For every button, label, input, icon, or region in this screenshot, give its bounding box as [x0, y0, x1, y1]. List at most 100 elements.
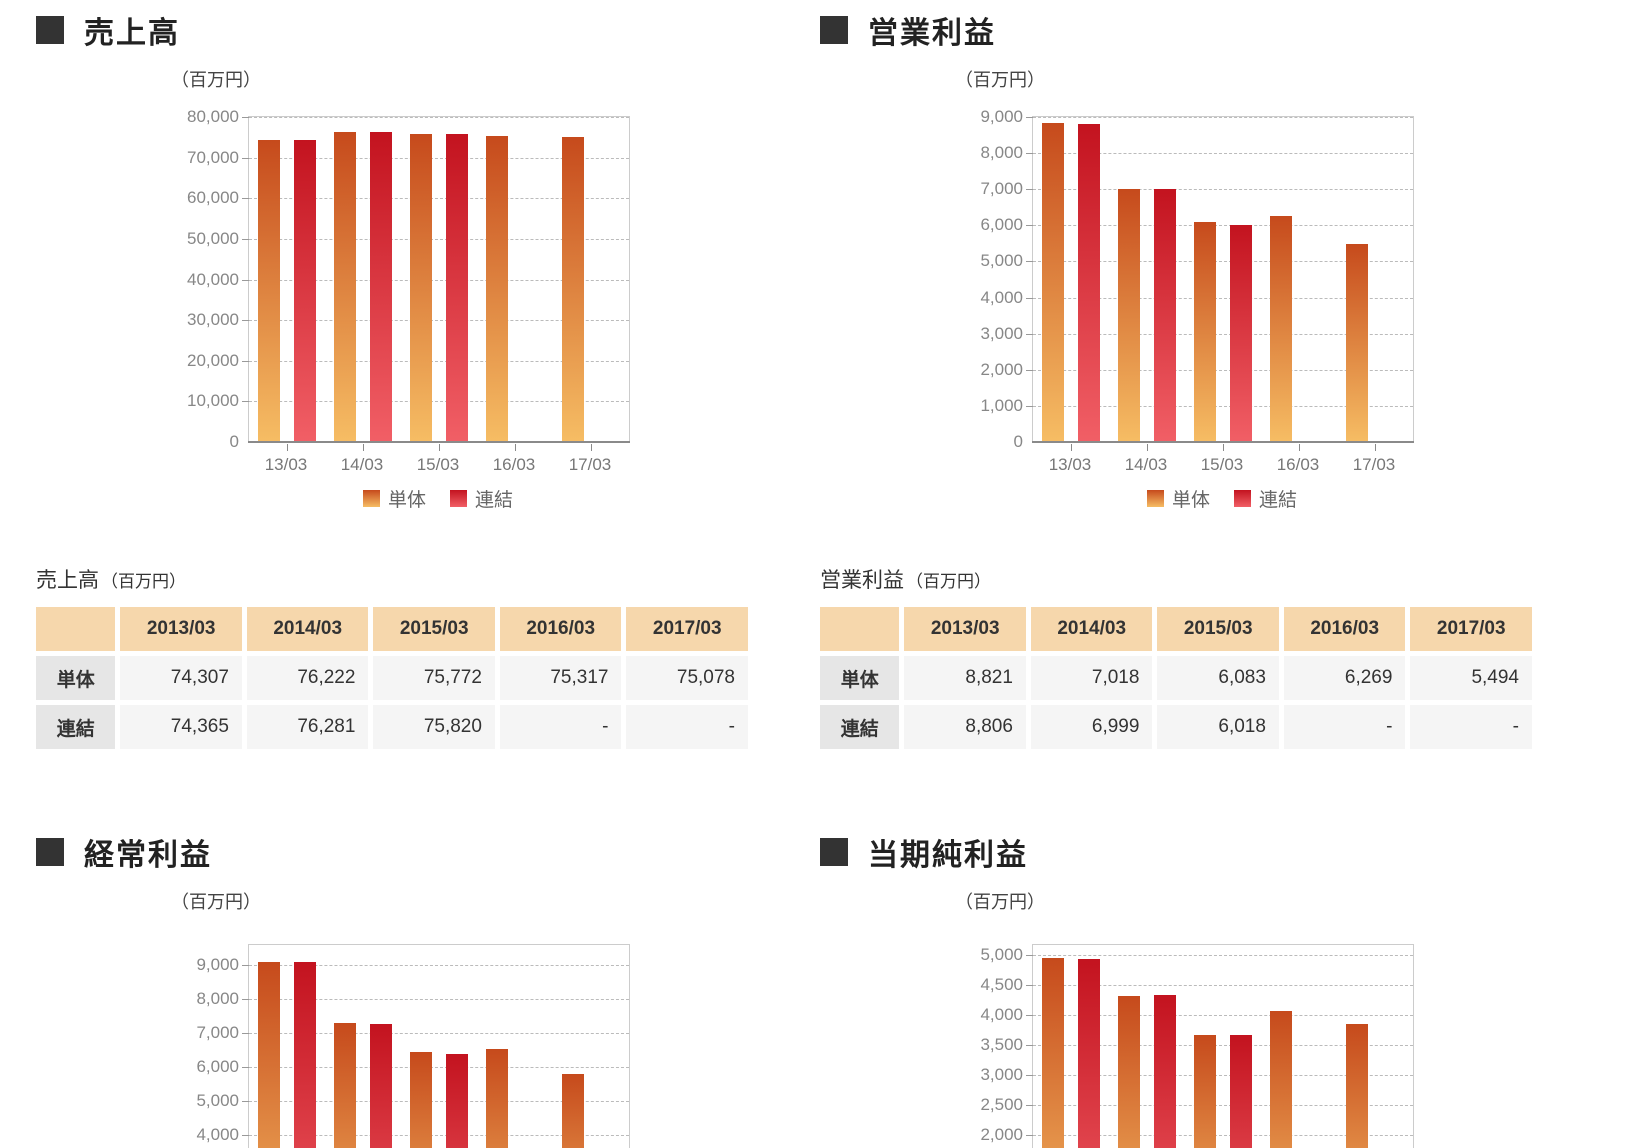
grid-line	[1033, 984, 1413, 986]
bar-renketsu-13-03	[1078, 959, 1100, 1148]
table-cell: 5,494	[1410, 656, 1532, 700]
bar-tandoku-14-03	[334, 132, 356, 442]
bar-tandoku-14-03	[1118, 996, 1140, 1148]
x-axis-labels: 13/03 14/03 15/03 16/03 17/03	[1032, 455, 1412, 475]
bar-renketsu-15-03	[446, 1054, 468, 1148]
grid-line	[1033, 1074, 1413, 1076]
grid-line	[1033, 189, 1413, 191]
operating-profit-table-block: 営業利益 （百万円） 2013/03 2014/03 2015/03 2016/03 20…	[820, 564, 1537, 754]
table-row: 連結 8,806 6,999 6,018- -	[820, 705, 1532, 749]
unit-label-sales: （百万円）	[171, 70, 261, 90]
table-row: 単体 74,307 76,222 75,772 75,317 75,078	[36, 656, 748, 700]
row-label: 単体	[36, 656, 116, 700]
legend-item-tandoku: 単体	[362, 485, 426, 512]
bar-renketsu-15-03	[446, 134, 468, 442]
row-label: 連結	[820, 705, 900, 749]
column-header: 2013/03	[120, 607, 242, 651]
y-tick-mark	[1026, 261, 1033, 263]
charts-row-2: 経常利益 （百万円） 1,0002,0003,0004,0005,0006,00…	[0, 832, 1628, 1148]
table-cell: 76,281	[246, 705, 369, 749]
legend-label-tandoku: 単体	[387, 490, 426, 511]
sales-bar-chart: 10,000 20,000 30,000 40,000 50,000 60,000 70,0…	[187, 107, 630, 512]
grid-line	[249, 965, 629, 967]
table-header-row: 2013/03 2014/03 2015/03 2016/03 2017/03	[820, 607, 1532, 651]
bar-tandoku-17-03	[562, 1074, 584, 1148]
grid-line	[249, 1101, 629, 1103]
table-cell: 8,806	[904, 705, 1026, 749]
section-operating-profit: 営業利益 （百万円） 1,000 2,000 3,000 4,000 5,000 6,00…	[820, 10, 1537, 512]
unit-label-net-income: （百万円）	[955, 892, 1045, 912]
financial-table: 2013/03 2014/03 2015/03 2016/03 2017/03 単体 74,…	[31, 602, 753, 754]
row-label: 単体	[820, 656, 900, 700]
y-tick-mark	[242, 965, 249, 967]
y-tick-mark	[1026, 1134, 1033, 1136]
y-axis-label: 5,000	[980, 944, 1023, 964]
section-sales-header: 売上高	[36, 10, 753, 50]
chart-legend: 単体 連結	[1032, 485, 1412, 512]
y-axis-label: 40,000	[187, 269, 239, 289]
financial-table: 2013/03 2014/03 2015/03 2016/03 2017/03 単体 8,8…	[815, 602, 1537, 754]
y-axis-label: 8,000	[980, 143, 1023, 163]
bar-renketsu-13-03	[294, 140, 316, 442]
y-tick-mark	[242, 1135, 249, 1137]
unit-label-operating-profit: （百万円）	[955, 70, 1045, 90]
legend-swatch-tandoku	[1146, 490, 1164, 507]
table-cell: 75,820	[373, 705, 495, 749]
y-axis-label: 3,500	[980, 1034, 1023, 1054]
operating-profit-table-caption: 営業利益 （百万円）	[820, 564, 1537, 594]
y-tick-mark	[242, 320, 249, 322]
bar-renketsu-13-03	[294, 962, 316, 1148]
y-tick-mark	[1026, 153, 1033, 155]
x-axis-label: 13/03	[1048, 455, 1092, 474]
table-cell: -	[499, 705, 622, 749]
table-cell: 75,317	[499, 656, 622, 700]
table-cell: 74,365	[120, 705, 242, 749]
y-axis-label: 6,000	[196, 1057, 239, 1077]
bar-renketsu-14-03	[370, 132, 392, 442]
section-ordinary-profit-header: 経常利益	[36, 832, 753, 872]
grid-line	[1033, 954, 1413, 956]
y-tick-mark	[1026, 954, 1033, 956]
y-axis-label: 0	[1013, 432, 1023, 451]
y-tick-mark	[1026, 1014, 1033, 1016]
column-header: 2017/03	[626, 607, 748, 651]
grid-line	[1033, 1044, 1413, 1046]
chart-legend: 単体 連結	[248, 485, 628, 512]
grid-line	[1033, 369, 1413, 371]
y-tick-mark	[242, 1033, 249, 1035]
y-tick-mark	[242, 999, 249, 1001]
caption-text: 売上高	[36, 569, 99, 592]
plot-area: 10,000 20,000 30,000 40,000 50,000 60,000 70,0…	[187, 107, 630, 451]
y-axis-label: 7,000	[980, 179, 1023, 199]
y-axis-label: 2,000	[980, 1124, 1023, 1144]
x-tick-mark	[1375, 444, 1376, 451]
x-axis-label: 14/03	[1124, 455, 1168, 474]
y-tick-mark	[242, 117, 249, 118]
table-cell: 6,269	[1283, 656, 1406, 700]
bar-tandoku-16-03	[486, 136, 508, 442]
charts-row-1: 売上高 （百万円） 10,000 20,000 30,000 40,000 50,000…	[0, 0, 1628, 512]
grid-line	[249, 360, 629, 362]
plot-area: 5001,0001,5002,0002,5003,0003,5004,0004,…	[980, 944, 1414, 1148]
legend-label-renketsu: 連結	[1259, 490, 1298, 511]
y-axis-label: 8,000	[196, 989, 239, 1009]
bar-tandoku-14-03	[1118, 189, 1140, 442]
y-axis-label: 50,000	[187, 228, 239, 248]
x-tick-mark	[515, 444, 516, 451]
grid-line	[1033, 297, 1413, 299]
column-header: 2016/03	[1283, 607, 1406, 651]
y-axis-label: 20,000	[187, 350, 239, 370]
x-axis-line	[1032, 441, 1414, 443]
y-tick-mark	[1026, 225, 1033, 227]
grid-line	[249, 401, 629, 403]
section-bullet-icon	[36, 838, 64, 866]
x-axis-label: 15/03	[1200, 455, 1244, 474]
grid-line	[1033, 261, 1413, 263]
y-axis-label: 60,000	[187, 188, 239, 208]
grid-line	[249, 117, 629, 118]
caption-unit: （百万円）	[906, 572, 991, 591]
table-cell: -	[1283, 705, 1406, 749]
bar-tandoku-13-03	[1042, 123, 1064, 442]
table-corner-cell	[36, 607, 116, 651]
plot-area: 1,0002,0003,0004,0005,0006,0007,0008,000…	[196, 944, 630, 1148]
